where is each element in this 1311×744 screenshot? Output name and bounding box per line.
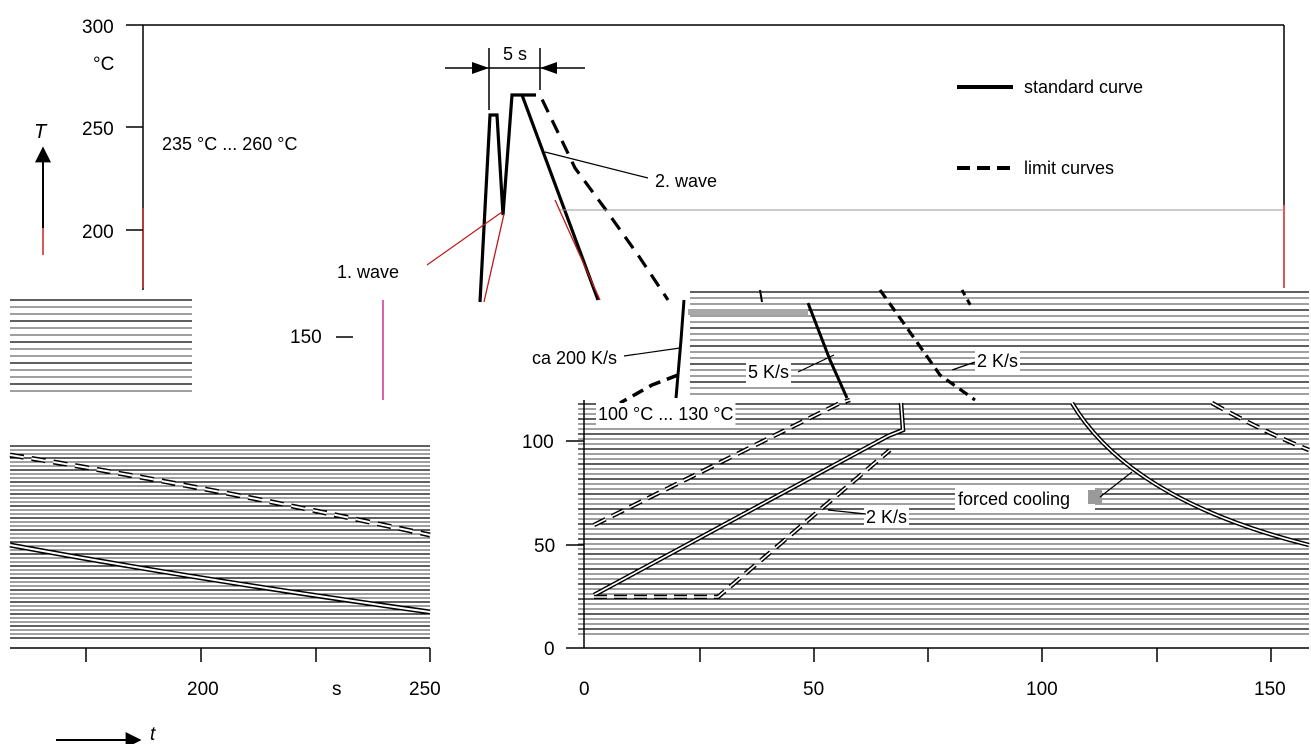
- lower-left-panel: 200 s 250 t: [9, 445, 441, 744]
- x-tick-200: 200: [187, 679, 219, 700]
- wave1-leader: [426, 211, 503, 266]
- rate-2a-label: 2 K/s: [977, 351, 1018, 371]
- y-tick-150-bg: [288, 326, 324, 349]
- x-tick-150: 150: [1254, 679, 1286, 700]
- legend-standard-label: standard curve: [1024, 77, 1143, 97]
- solid-stub-top: [759, 289, 763, 303]
- y-tick-100: 100: [522, 432, 554, 453]
- rate-2b-label-bg: [864, 506, 910, 528]
- rate-2a-label-bg: [975, 350, 1021, 372]
- entry-range-label: 100 °C ... 130 °C: [598, 404, 733, 424]
- lower-left-dashed-curve: [9, 452, 431, 538]
- wave-time-arrow-left: [472, 62, 489, 74]
- artifact-lines-upper-left: [10, 299, 192, 392]
- y-tick-200: 200: [82, 222, 114, 243]
- x-tick-0: 0: [579, 679, 590, 700]
- forced-cooling-curve-inner: [1071, 402, 1310, 546]
- rate-5-label-bg: [746, 361, 792, 383]
- limit-ramp-lower-inner: [594, 449, 891, 598]
- rate-200-label-bg: [530, 347, 620, 369]
- forced-cooling-label-bg: [955, 487, 1095, 511]
- ca200-dashed: [619, 373, 679, 405]
- artifact-lines-lower-left: [10, 445, 430, 639]
- y-tick-0: 0: [544, 639, 555, 660]
- lower-right-panel: ca 200 K/s 100 °C ... 130 °C 5 K/s 2 K/s…: [522, 289, 1310, 700]
- dashed-stub-top: [960, 289, 974, 309]
- top-panel: 300 250 200 °C T 235 °C ... 260 °C 5 s 2…: [34, 17, 1285, 303]
- rate-5-label: 5 K/s: [748, 362, 789, 382]
- wave-time-label: 5 s: [503, 44, 527, 64]
- limit-curve-top: [522, 93, 670, 301]
- rate-2a-leader: [951, 361, 976, 371]
- wave-time-arrow-right: [540, 62, 557, 74]
- x-unit-label: s: [332, 679, 342, 700]
- ca200-solid: [674, 299, 686, 399]
- x-tick-100: 100: [1026, 679, 1058, 700]
- red-edge-artifact-2: [554, 199, 601, 301]
- y-tick-250: 250: [82, 119, 114, 140]
- dashed-cooling-curve-inner: [1211, 402, 1310, 451]
- legend-limit-label: limit curves: [1024, 158, 1114, 178]
- rate-2b-label: 2 K/s: [866, 507, 907, 527]
- lower-left-solid-curve-inner: [9, 544, 431, 613]
- x-axis-symbol: t: [150, 724, 156, 744]
- y-unit-label: °C: [93, 54, 114, 75]
- standard-ramp-inner: [593, 402, 904, 596]
- preheat-range-label: 235 °C ... 260 °C: [162, 134, 297, 154]
- red-edge-artifact-1: [483, 213, 505, 303]
- y-axis-symbol: T: [34, 121, 48, 143]
- forced-cooling-leader: [1099, 471, 1133, 498]
- y-tick-50: 50: [534, 536, 555, 557]
- outlined-curves: [592, 397, 1310, 600]
- rate-2b-leader: [827, 509, 867, 515]
- forced-cooling-label: forced cooling: [958, 489, 1070, 509]
- dashed-cooling-curve: [1210, 401, 1310, 453]
- x-tick-50: 50: [803, 679, 824, 700]
- y-tick-150: 150: [290, 327, 322, 348]
- artifact-lines-lower-right: [578, 403, 1309, 635]
- scan-artifact-band-150: 150: [10, 299, 384, 400]
- lower-left-dashed-curve-inner: [9, 454, 431, 536]
- entry-range-label-bg: [596, 403, 736, 425]
- rate-200-label: ca 200 K/s: [532, 348, 617, 368]
- rate-200-leader: [623, 347, 681, 357]
- limit-ramp-upper-inner: [593, 399, 851, 526]
- x-tick-250: 250: [409, 679, 441, 700]
- wave2-leader: [544, 151, 649, 179]
- wave2-label: 2. wave: [655, 171, 717, 191]
- rate-5-leader: [797, 354, 835, 373]
- rate2-dashed-top: [878, 289, 976, 402]
- rate5-solid: [806, 302, 849, 399]
- wave1-label: 1. wave: [337, 262, 399, 282]
- y-tick-300: 300: [82, 17, 114, 38]
- standard-curve-waves: [478, 93, 600, 303]
- gray-marker-artifact: [1088, 490, 1102, 504]
